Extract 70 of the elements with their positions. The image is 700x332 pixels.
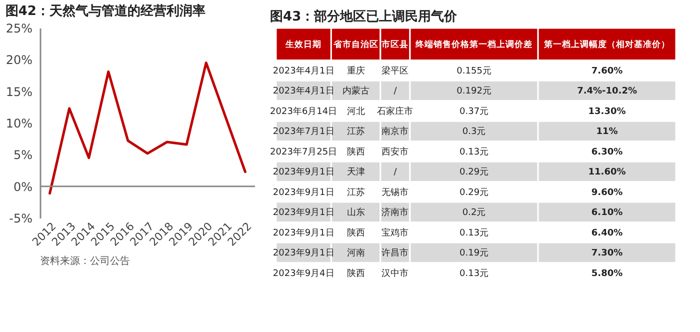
text: 汉中市 — [382, 268, 409, 279]
text: / — [394, 86, 397, 97]
text: 11.60% — [588, 168, 626, 178]
text: 6.10% — [591, 208, 623, 218]
text: 0.3元 — [462, 127, 486, 138]
text: 许昌市 — [382, 248, 409, 259]
category-label: 市区县 — [380, 39, 409, 50]
text: 2023年7月25日 — [270, 147, 338, 158]
text: 资料来源：公司公告 — [40, 255, 130, 267]
text: 江苏 — [346, 127, 365, 138]
y-tick-label: 0% — [13, 180, 32, 194]
text: 图43：部分地区已上调民用气价 — [270, 8, 458, 24]
text: 陕西 — [346, 147, 365, 158]
text: 重庆 — [346, 66, 365, 76]
text: 2023年7月1日 — [272, 127, 334, 138]
text: 2023年9月1日 — [272, 188, 334, 198]
category-label: 第一档上调幅度（相对基准价） — [543, 39, 670, 50]
text: 13.30% — [588, 106, 626, 117]
y-tick-label: 10% — [6, 116, 32, 130]
text: 天津 — [346, 168, 365, 178]
category-label: 省市自治区 — [332, 39, 378, 50]
text: 0.19元 — [460, 248, 489, 259]
text: 5.80% — [591, 268, 623, 279]
chart-title: 图42：天然气与管道的经营利润率 — [5, 3, 206, 19]
text: 河南 — [346, 248, 365, 259]
text: / — [394, 168, 397, 178]
y-tick-label: 15% — [6, 84, 32, 99]
text: 7.60% — [591, 66, 623, 76]
text: 2023年9月4日 — [272, 268, 334, 279]
text: 山东 — [346, 208, 365, 218]
text: 0.13元 — [460, 228, 489, 238]
category-label: 生效日期 — [284, 39, 322, 50]
text: 陕西 — [346, 228, 365, 238]
text: 9.60% — [591, 188, 623, 198]
text: 陕西 — [346, 268, 365, 279]
text: 宝鸡市 — [382, 228, 409, 238]
text: 6.30% — [591, 147, 623, 158]
text: 11% — [596, 127, 618, 138]
text: 2023年4月1日 — [272, 86, 334, 97]
text: 2023年9月1日 — [272, 208, 334, 218]
text: 西安市 — [382, 147, 409, 158]
text: 无锡市 — [382, 188, 409, 198]
text: 河北 — [346, 106, 365, 117]
text: 0.13元 — [460, 147, 489, 158]
text: 6.40% — [591, 228, 623, 238]
text: 0.37元 — [460, 106, 489, 117]
text: 江苏 — [346, 188, 365, 198]
y-tick-label: 20% — [6, 53, 32, 68]
text: 0.155元 — [456, 66, 492, 76]
text: 2023年9月1日 — [272, 248, 334, 259]
text: 2023年6月14日 — [270, 106, 338, 117]
text: 内蒙古 — [342, 86, 370, 97]
text: 石家庄市 — [377, 106, 414, 117]
text: 济南市 — [382, 208, 409, 218]
text: 0.13元 — [460, 268, 489, 279]
category-label: 终端销售价格第一档上调价差 — [414, 39, 533, 50]
y-tick-label: -5% — [9, 212, 32, 226]
text: 梁平区 — [382, 66, 409, 76]
text: 2023年9月1日 — [272, 228, 334, 238]
text: 0.29元 — [460, 188, 489, 198]
y-tick-label: 25% — [6, 22, 32, 36]
text: 0.29元 — [460, 168, 489, 178]
text: 0.2元 — [462, 208, 486, 218]
text: 7.30% — [591, 248, 623, 259]
text: 0.192元 — [456, 86, 492, 97]
text: 2023年9月1日 — [272, 168, 334, 178]
text: 7.4%-10.2% — [577, 86, 637, 97]
text: 南京市 — [382, 127, 409, 138]
text: 2023年4月1日 — [272, 66, 334, 76]
y-tick-label: 5% — [13, 148, 32, 162]
